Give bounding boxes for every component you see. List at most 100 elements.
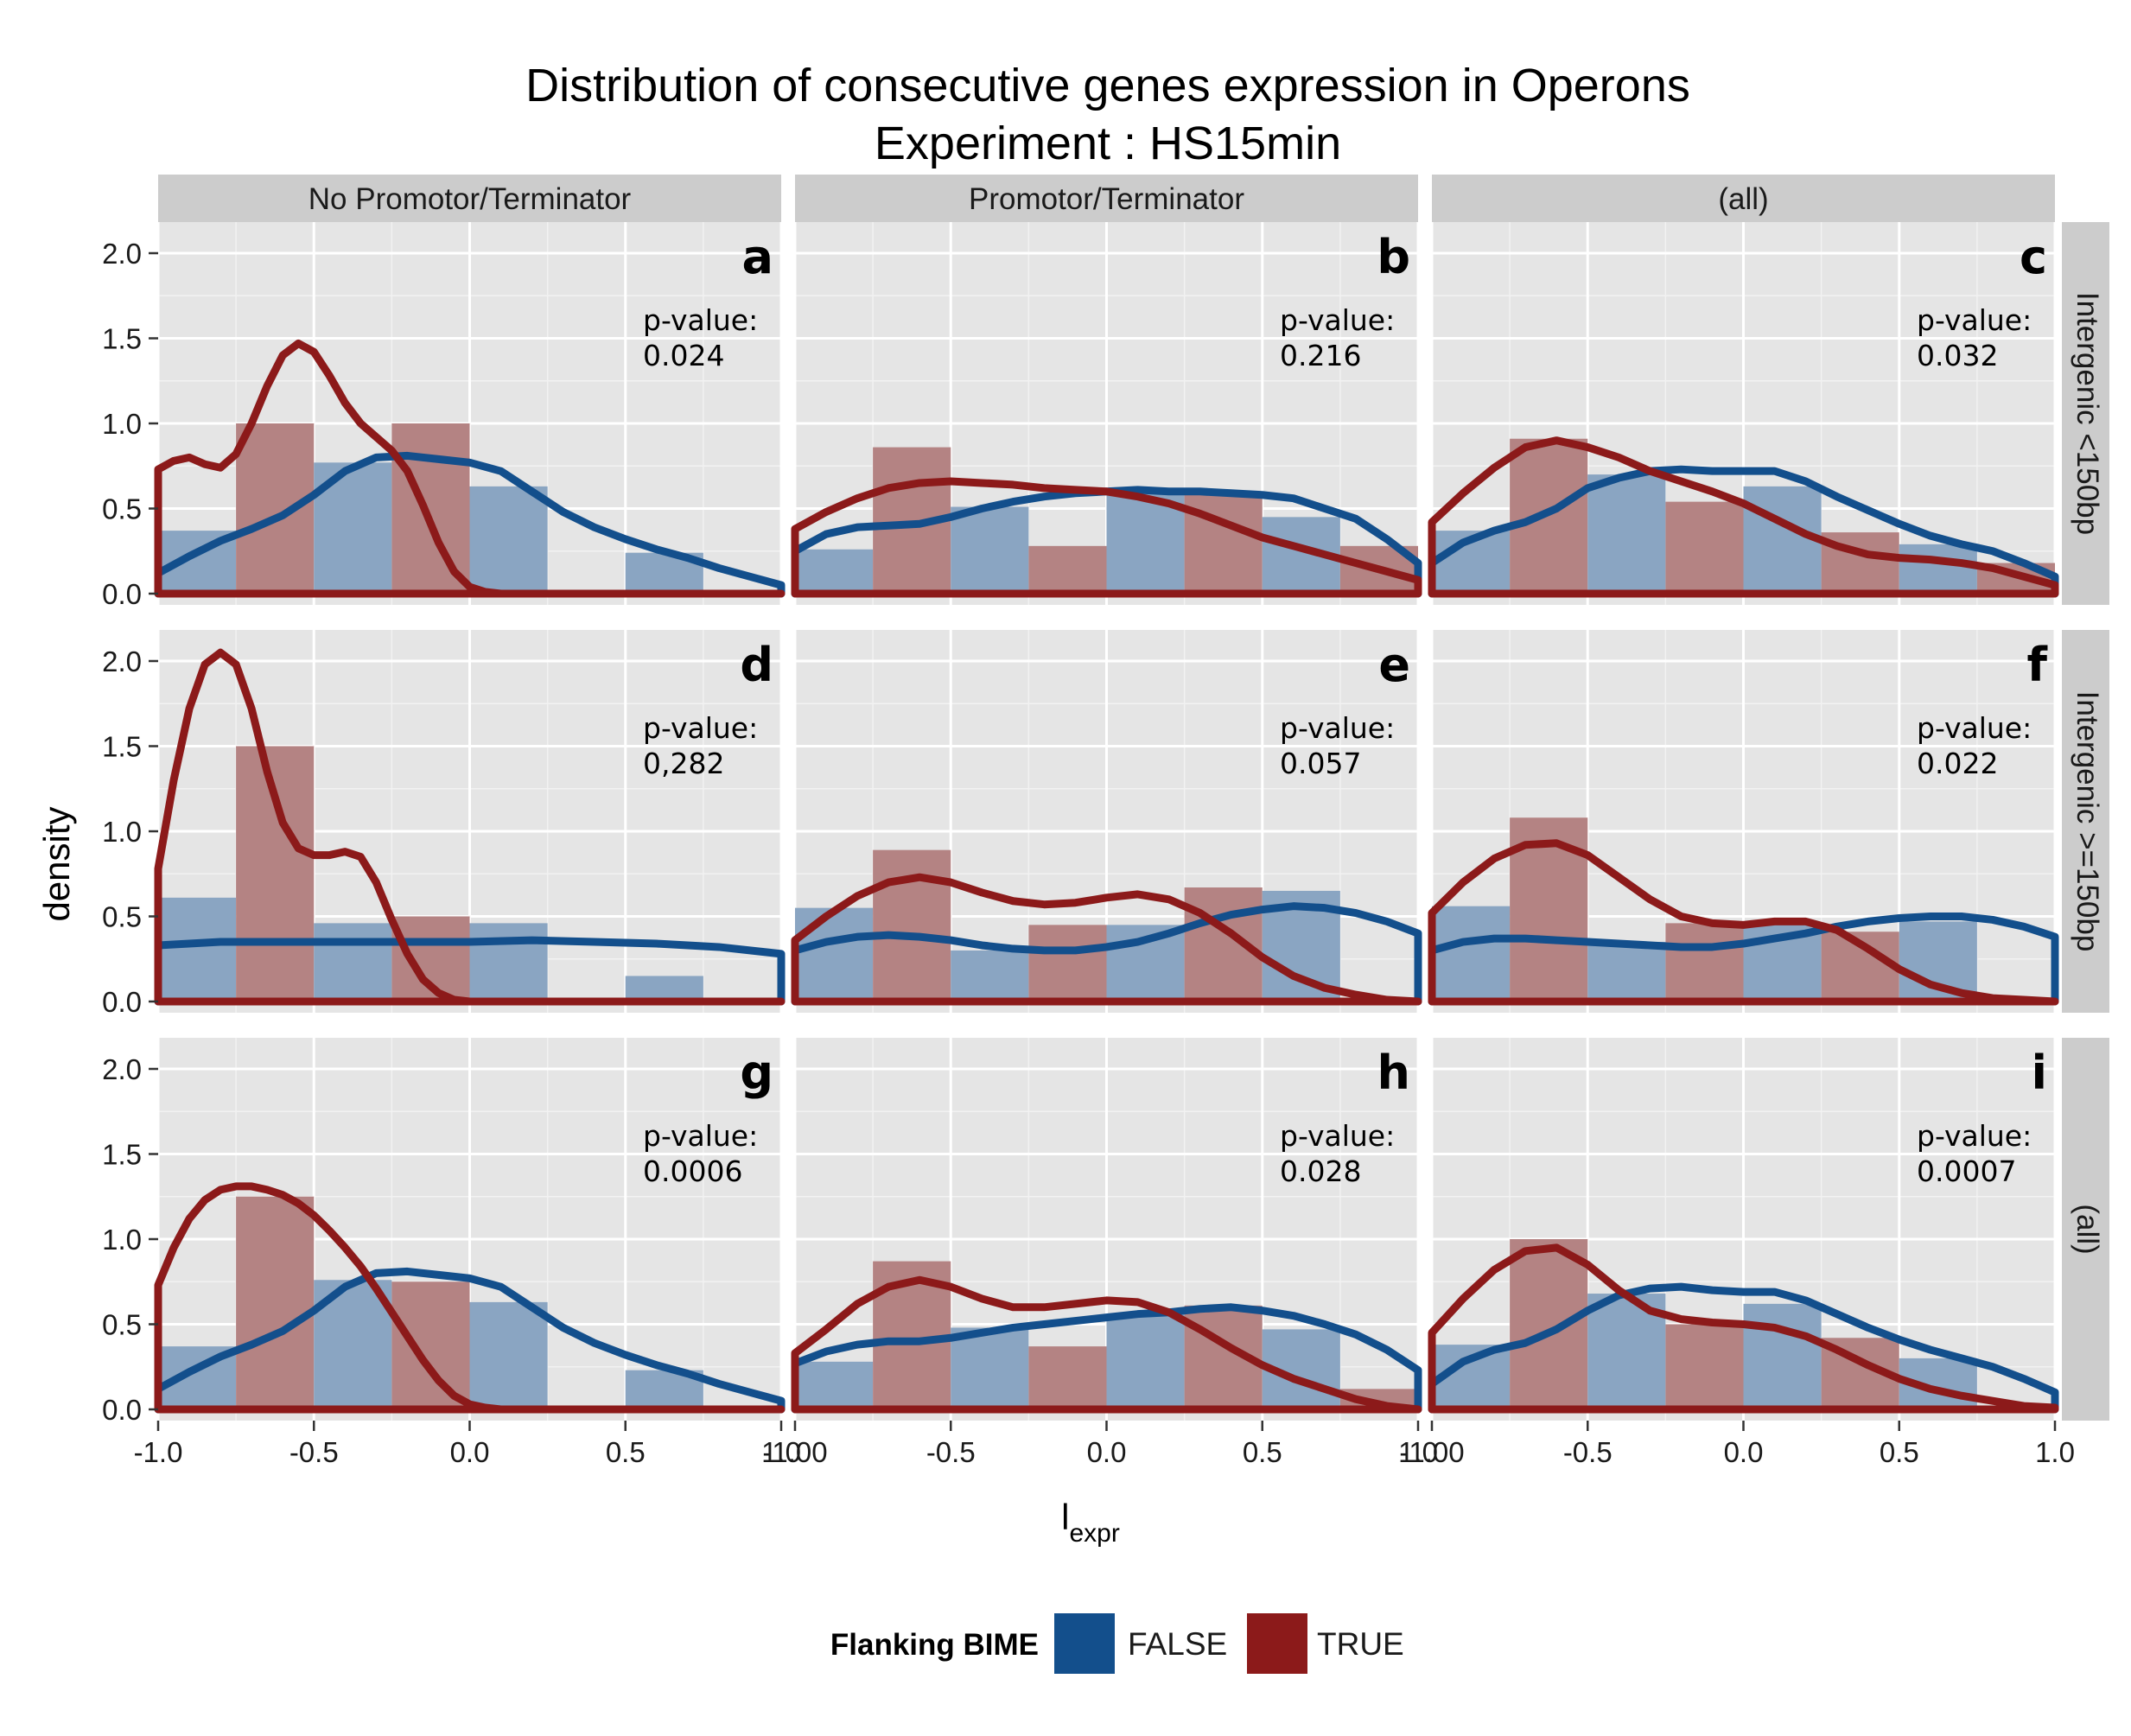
density-curve-true (1428, 839, 2059, 1006)
legend-label: TRUE (1317, 1626, 1404, 1662)
histogram-bar-false (1743, 1303, 1822, 1409)
x-tick-label: -1.00 (762, 1436, 827, 1468)
row-strip (2062, 222, 2109, 605)
density-curve-false (154, 936, 786, 1006)
panel-letter: e (1378, 638, 1410, 692)
x-axis-title-subscript: expr (1069, 1519, 1119, 1548)
facet-panel-g: g p-value:0.0006 (154, 1038, 786, 1421)
x-tick-label: 0.0 (450, 1436, 490, 1468)
x-tick-label: 0.5 (1243, 1436, 1282, 1468)
x-axis-title-main: l (1061, 1497, 1069, 1537)
density-curve-true (791, 1275, 1422, 1414)
histogram-bar-true (873, 849, 951, 1002)
density-curve-false (1428, 465, 2059, 598)
pvalue-value: 0.216 (1280, 339, 1361, 372)
y-tick-label: 0.0 (102, 1394, 142, 1426)
x-tick-label: -1.0 (134, 1436, 183, 1468)
histogram-bar-false (795, 549, 874, 594)
density-curve-false (154, 1267, 786, 1414)
histogram-bar-false (1587, 474, 1666, 594)
y-tick-label: 1.0 (102, 1224, 142, 1256)
y-tick-label: 2.0 (102, 1053, 142, 1085)
x-tick-label: 1.0 (761, 1436, 801, 1468)
histogram-bar-false (1743, 486, 1822, 594)
x-tick-label: -0.5 (1563, 1436, 1613, 1468)
y-tick-label: 1.5 (102, 323, 142, 355)
panel-letter: i (2031, 1046, 2047, 1100)
row-strip (2062, 1038, 2109, 1421)
density-curve-true (791, 873, 1422, 1006)
histogram-bar-false (158, 897, 237, 1002)
histogram-bar-true (391, 1281, 470, 1409)
facet-panel-a: a p-value:0.024 (154, 222, 786, 605)
y-tick-label: 1.5 (102, 731, 142, 763)
histogram-bar-false (469, 486, 548, 594)
x-tick-label: 0.0 (1087, 1436, 1127, 1468)
pvalue-value: 0.0006 (643, 1154, 742, 1188)
density-curve-false (791, 902, 1422, 1006)
x-tick-label: -0.5 (926, 1436, 976, 1468)
panel-letter: d (740, 638, 773, 692)
pvalue-label: p-value: (643, 1119, 758, 1153)
chart-title-line1: Distribution of consecutive genes expres… (525, 60, 1690, 111)
histogram-bar-false (795, 907, 874, 1002)
density-curve-false (791, 1303, 1422, 1414)
y-tick-label: 1.5 (102, 1139, 142, 1171)
x-tick-label: 1.0 (2035, 1436, 2075, 1468)
y-tick-label: 2.0 (102, 645, 142, 677)
facet-panel-e: e p-value:0.057 (791, 630, 1422, 1013)
legend-key-false (1054, 1613, 1115, 1674)
column-strip-label: (all) (1718, 182, 1768, 216)
histogram-bar-false (1899, 544, 1977, 594)
column-strip-label: No Promotor/Terminator (309, 182, 632, 216)
density-curve-true (154, 648, 786, 1006)
histogram-bar-true (1028, 1346, 1107, 1409)
y-tick-label: 0.5 (102, 1309, 142, 1341)
density-curve-true (1428, 436, 2059, 598)
column-strip (1432, 175, 2055, 222)
histogram-bar-false (951, 506, 1029, 594)
facet-panel-h: h p-value:0.028 (791, 1038, 1422, 1421)
y-axis-title: density (36, 806, 77, 921)
pvalue-value: 0.0007 (1917, 1154, 2016, 1188)
density-curve-true (791, 477, 1422, 598)
y-tick-label: 0.5 (102, 901, 142, 933)
x-axis-title: lexpr (1061, 1497, 1120, 1548)
y-tick-label: 2.0 (102, 238, 142, 270)
histogram-bar-false (625, 976, 703, 1002)
histogram-bar-false (951, 1327, 1029, 1409)
row-strip (2062, 630, 2109, 1013)
pvalue-label: p-value: (1280, 1119, 1395, 1153)
panel-letter: h (1377, 1046, 1410, 1100)
panel-letter: g (740, 1046, 773, 1100)
pvalue-label: p-value: (1280, 303, 1395, 337)
row-strip-label: Intergenic >=150bp (2071, 691, 2104, 952)
panel-letter: c (2020, 230, 2047, 284)
pvalue-label: p-value: (643, 303, 758, 337)
pvalue-label: p-value: (643, 711, 758, 745)
density-curve-false (1428, 913, 2059, 1006)
x-tick-label: 0.5 (1880, 1436, 1919, 1468)
histogram-bar-false (469, 1301, 548, 1409)
pvalue-label: p-value: (1917, 303, 2032, 337)
panel-letter: f (2027, 638, 2048, 692)
x-tick-label: -0.5 (289, 1436, 339, 1468)
row-strip-label: (all) (2071, 1204, 2104, 1254)
histogram-bar-false (795, 1361, 874, 1409)
pvalue-label: p-value: (1280, 711, 1395, 745)
x-tick-label: 1.0 (1398, 1436, 1438, 1468)
pvalue-value: 0.057 (1280, 747, 1361, 780)
y-tick-label: 0.5 (102, 493, 142, 525)
pvalue-label: p-value: (1917, 1119, 2032, 1153)
x-tick-label: 0.0 (1724, 1436, 1764, 1468)
pvalue-value: 0.028 (1280, 1154, 1361, 1188)
histogram-bar-true (391, 423, 470, 594)
row-strip-label: Intergenic <150bp (2071, 292, 2104, 535)
histogram-bar-false (951, 950, 1029, 1002)
pvalue-value: 0,282 (643, 747, 724, 780)
facet-panel-f: f p-value:0.022 (1428, 630, 2059, 1013)
y-tick-label: 0.0 (102, 578, 142, 610)
histogram-bar-false (314, 923, 392, 1002)
legend-label: FALSE (1128, 1626, 1227, 1662)
